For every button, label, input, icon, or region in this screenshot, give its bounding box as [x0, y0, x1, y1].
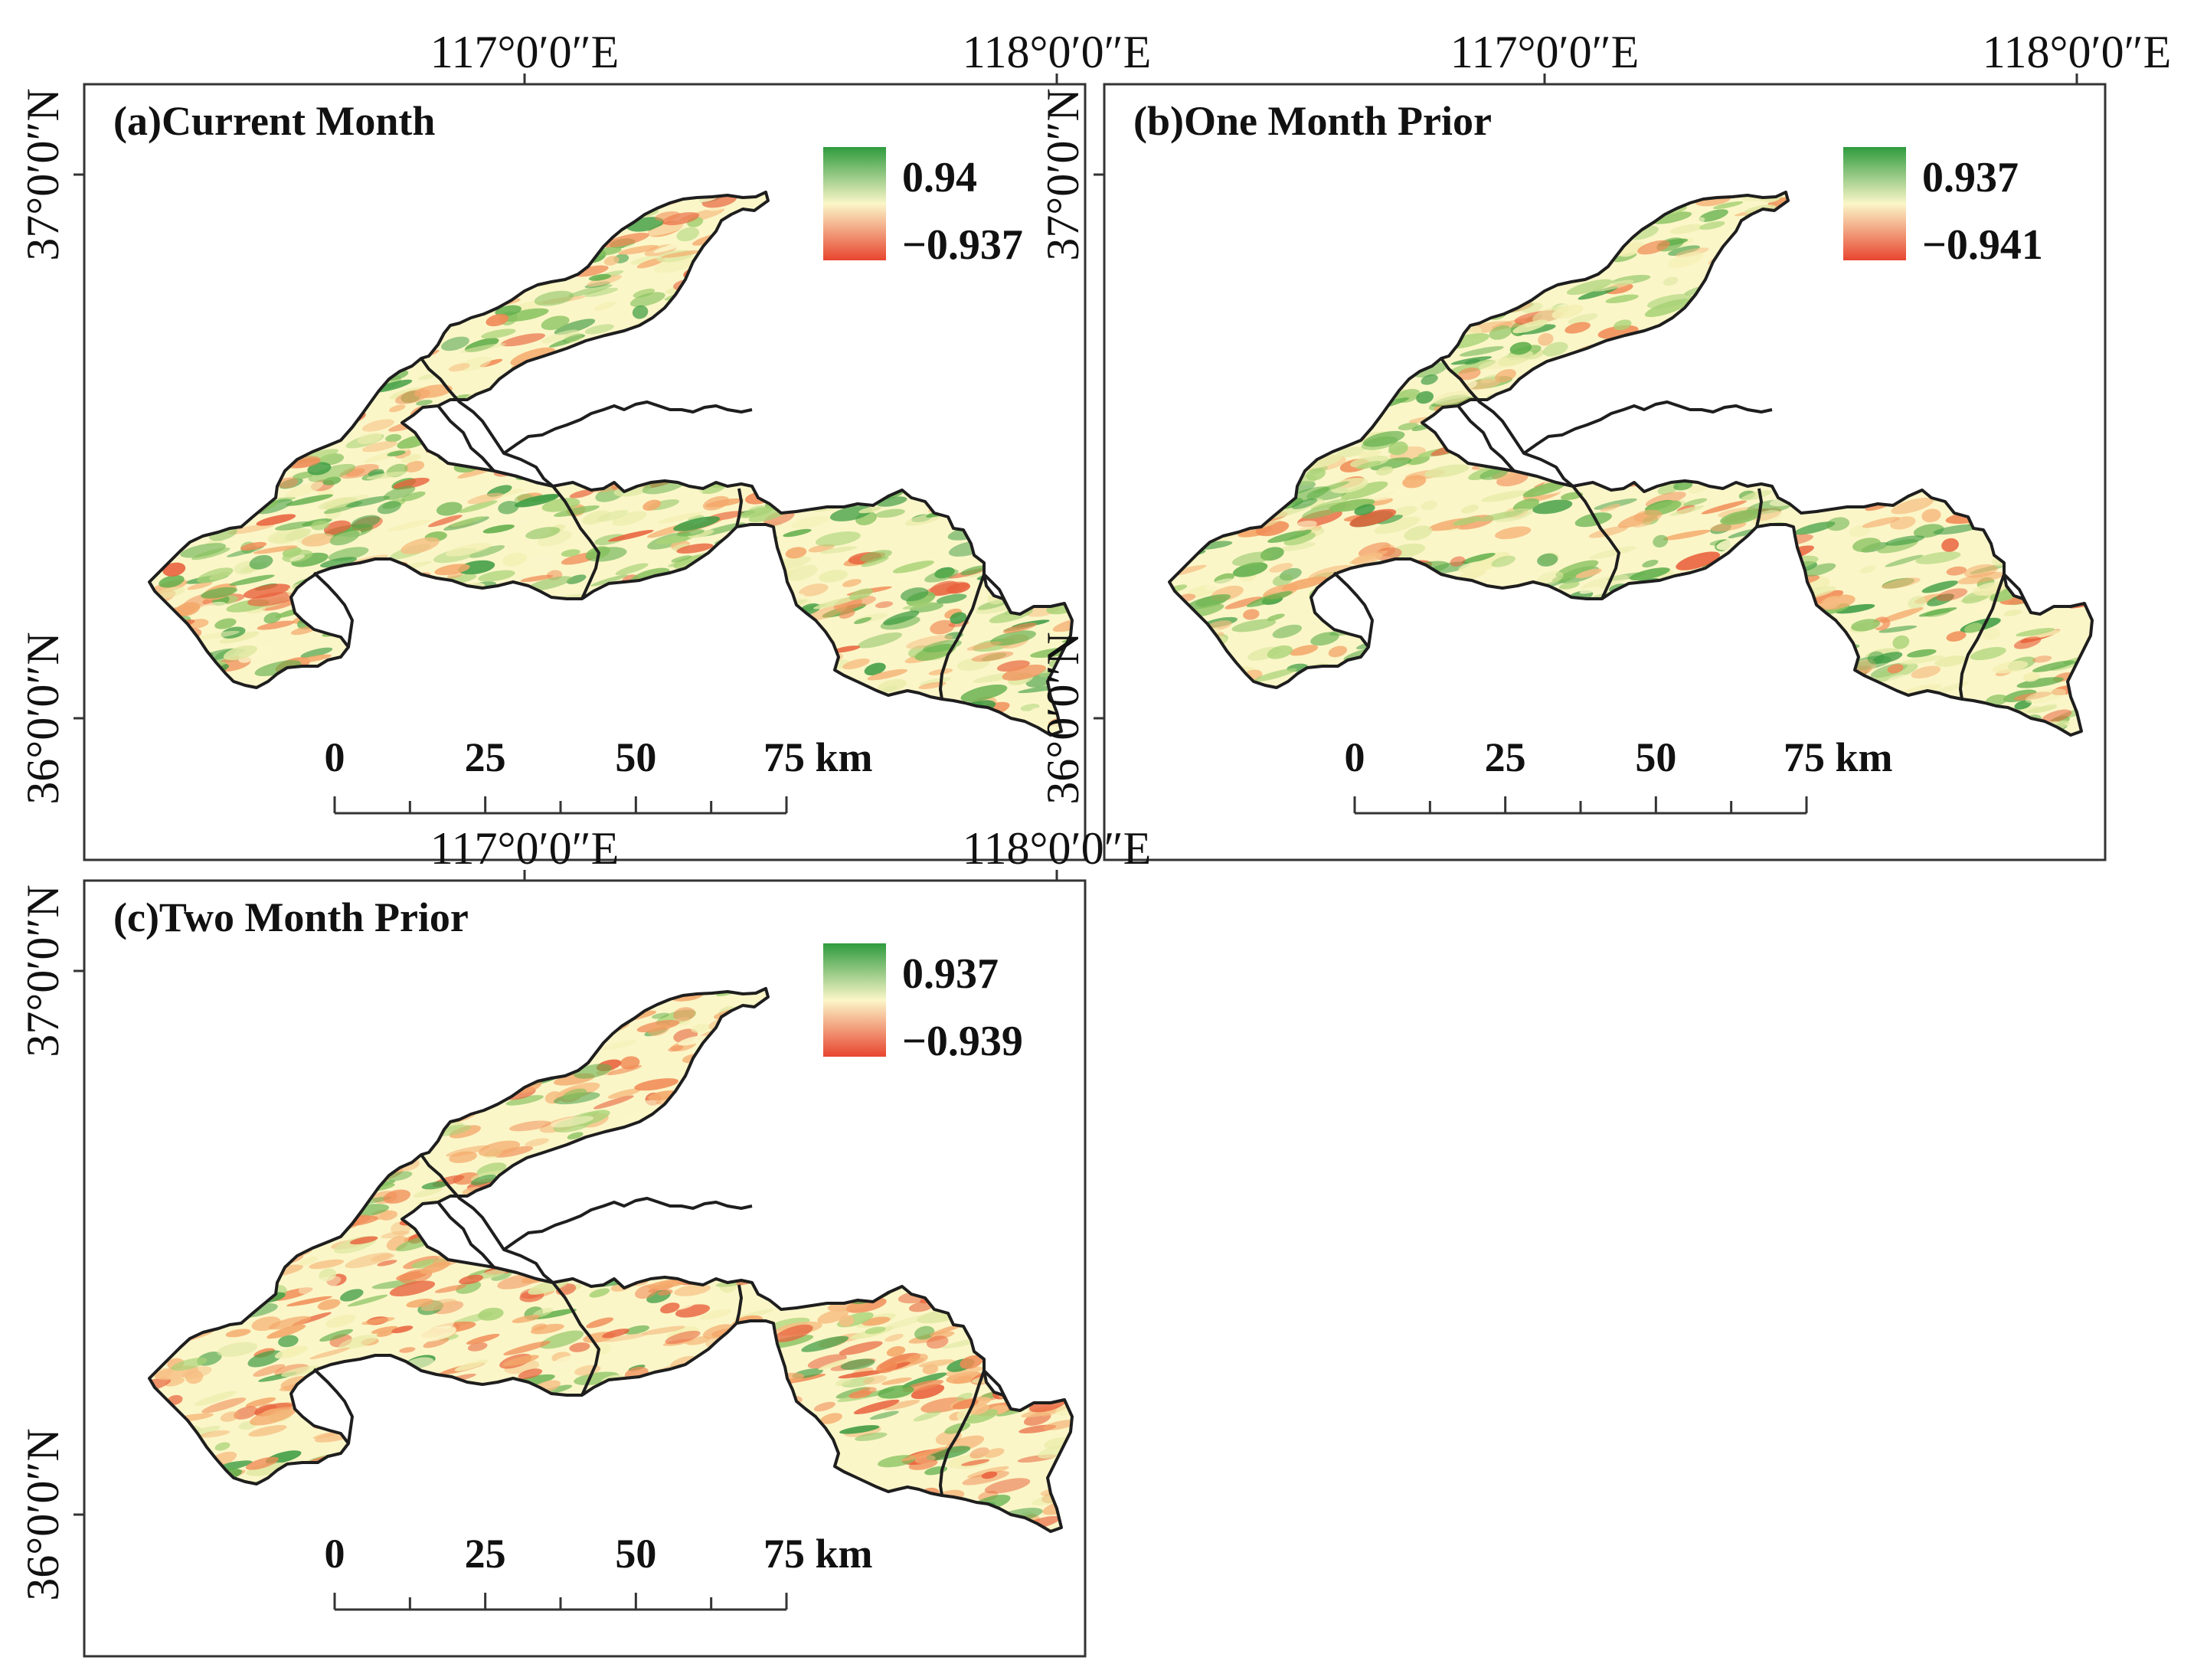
lat-label: 37°0′0″N [18, 884, 68, 1057]
scale-label: 25 [1485, 734, 1526, 780]
scale-label: 50 [1635, 734, 1676, 780]
legend-colorbar [823, 943, 886, 1057]
scale-label: 0 [1345, 734, 1365, 780]
legend: 0.937 −0.941 [1843, 147, 2043, 269]
scale-label: 75 km [763, 734, 873, 780]
lat-label: 36°0′0″N [1038, 632, 1088, 804]
lon-label: 118°0′0″E [963, 823, 1152, 874]
legend-min-label: −0.939 [902, 1018, 1023, 1065]
panel-title: (a)Current Month [113, 98, 435, 144]
lon-label: 118°0′0″E [963, 27, 1152, 77]
map-panel-1: 117°0′0″E 118°0′0″E 37°0′0″N 36°0′0″N (b)One… [1038, 27, 2172, 861]
scale-label: 50 [615, 1531, 656, 1577]
scale-label: 75 km [1784, 734, 1893, 780]
map-panel-2: 117°0′0″E 118°0′0″E 37°0′0″N 36°0′0″N (c)Two… [18, 823, 1152, 1658]
panel-title: (c)Two Month Prior [113, 894, 469, 940]
legend-colorbar [1843, 147, 1906, 260]
scale-label: 50 [615, 734, 656, 780]
scale-label: 25 [465, 1531, 506, 1577]
map-frame [83, 879, 1087, 1658]
legend-min-label: −0.941 [1922, 221, 2043, 269]
scale-bar: 0 25 50 75 km [1345, 734, 1893, 815]
lat-label: 36°0′0″N [18, 632, 68, 804]
scale-bar: 0 25 50 75 km [325, 1531, 873, 1611]
scale-label: 0 [325, 1531, 345, 1577]
lon-label: 117°0′0″E [430, 823, 620, 874]
scale-bar: 0 25 50 75 km [325, 734, 873, 815]
map-panel-0: 117°0′0″E 118°0′0″E 37°0′0″N 36°0′0″N (a)Cur… [18, 27, 1152, 861]
legend-colorbar [823, 147, 886, 260]
map-frame [83, 83, 1087, 861]
lon-label: 117°0′0″E [1450, 27, 1640, 77]
lon-label: 118°0′0″E [1983, 27, 2172, 77]
lat-label: 37°0′0″N [18, 88, 68, 260]
scale-label: 0 [325, 734, 345, 780]
legend-max-label: 0.937 [902, 950, 999, 998]
legend: 0.937 −0.939 [823, 943, 1023, 1065]
lon-label: 117°0′0″E [430, 27, 620, 77]
lat-label: 36°0′0″N [18, 1428, 68, 1600]
legend-max-label: 0.937 [1922, 154, 2019, 201]
panel-title: (b)One Month Prior [1133, 98, 1492, 144]
legend-min-label: −0.937 [902, 221, 1023, 269]
legend-max-label: 0.94 [902, 154, 977, 201]
lat-label: 37°0′0″N [1038, 88, 1088, 260]
legend: 0.94 −0.937 [823, 147, 1023, 269]
scale-label: 75 km [763, 1531, 873, 1577]
map-frame [1103, 83, 2107, 861]
scale-label: 25 [465, 734, 506, 780]
